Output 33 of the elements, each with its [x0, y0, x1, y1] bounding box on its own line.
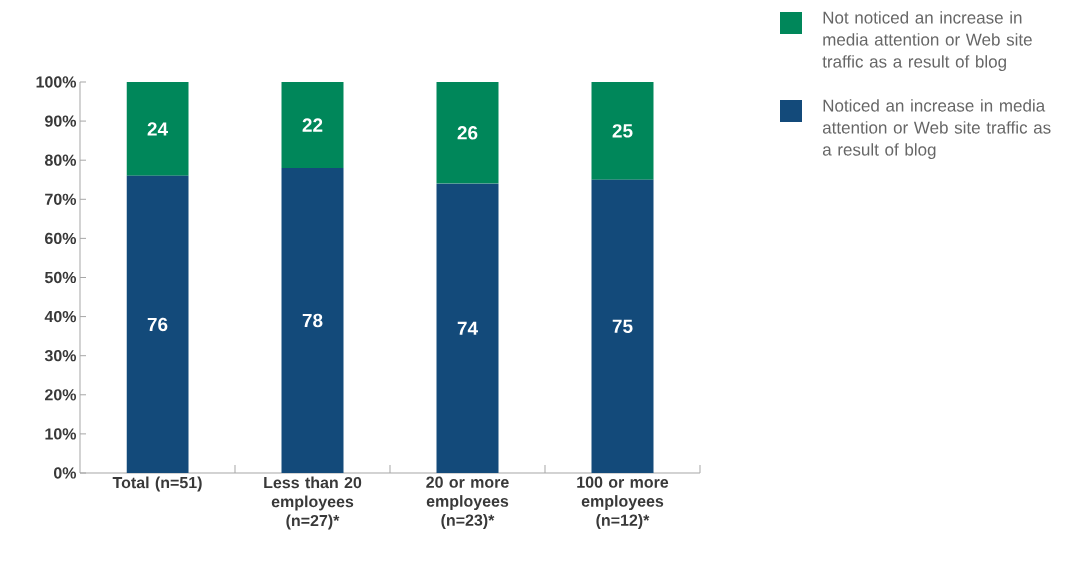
y-tick-label: 0% — [53, 467, 77, 479]
x-tick-label: 20 or more employees (n=23)* — [426, 476, 509, 530]
x-tick-label: 100 or more employees (n=12)* — [577, 476, 669, 530]
legend-label: Noticed an increase in media attention or Web site traffic as a result of blog — [822, 99, 1051, 160]
data-label: 74 — [457, 321, 478, 335]
bar — [591, 179, 654, 473]
data-label: 75 — [612, 319, 633, 333]
y-tick-label: 60% — [45, 232, 77, 245]
x-tick-label: Total (n=51) — [112, 476, 202, 492]
y-tick-label: 40% — [44, 310, 77, 323]
y-tick-label: 10% — [45, 428, 77, 440]
bar — [281, 168, 344, 473]
y-tick-label: 100% — [36, 76, 77, 88]
data-label: 76 — [147, 317, 168, 332]
bar — [591, 81, 654, 180]
data-label: 25 — [612, 124, 633, 138]
bar — [126, 81, 189, 176]
data-label: 26 — [457, 126, 478, 140]
bar — [436, 183, 499, 473]
legend-label: Not noticed an increase in media attention or Web site traffic as a result of blog — [822, 11, 1032, 72]
y-tick-label: 80% — [44, 154, 77, 166]
y-tick-label: 30% — [44, 350, 77, 362]
y-tick-label: 70% — [45, 193, 77, 205]
bar — [436, 81, 499, 184]
bar — [126, 175, 189, 473]
y-tick-label: 20% — [45, 389, 77, 401]
y-tick-label: 50% — [44, 271, 77, 284]
bar — [281, 81, 344, 169]
data-label: 78 — [302, 313, 323, 328]
x-tick-label: Less than 20 employees (n=27)* — [264, 476, 362, 530]
data-label: 24 — [147, 122, 168, 136]
data-label: 22 — [302, 118, 323, 132]
y-tick-label: 90% — [45, 115, 77, 127]
